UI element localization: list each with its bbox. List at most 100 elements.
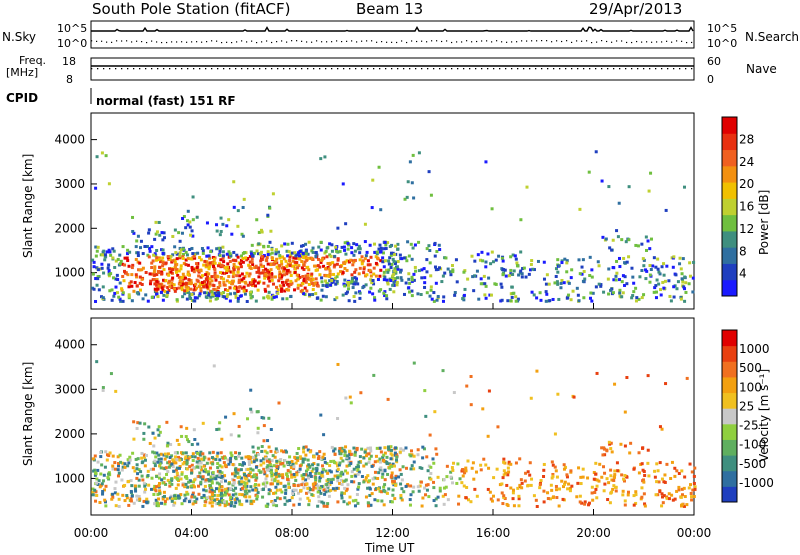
velocity-pixel	[106, 472, 110, 476]
power-pixel	[265, 274, 269, 278]
power-pixel	[391, 274, 395, 278]
velocity-pixel	[116, 492, 120, 496]
velocity-pixel	[293, 455, 297, 459]
velocity-pixel	[168, 481, 172, 485]
power-pixel	[509, 272, 513, 276]
nsearch-point	[356, 41, 358, 43]
velocity-pixel	[95, 481, 99, 485]
velocity-pixel	[689, 491, 693, 495]
velocity-pixel	[265, 474, 269, 478]
velocity-pixel	[185, 426, 189, 430]
nsearch-point	[126, 40, 128, 42]
velocity-pixel	[382, 485, 386, 489]
velocity-pixel	[660, 504, 664, 508]
velocity-pixel	[693, 466, 697, 470]
velocity-pixel	[263, 449, 267, 453]
power-pixel	[198, 255, 202, 259]
velocity-pixel	[304, 453, 308, 457]
power-pixel	[111, 256, 115, 260]
nsearch-point	[461, 41, 463, 43]
power-pixel	[355, 277, 359, 281]
velocity-pixel	[284, 491, 288, 495]
velocity-pixel	[331, 487, 335, 491]
velocity-pixel	[479, 468, 483, 472]
power-pixel	[313, 264, 317, 268]
velocity-pixel	[244, 455, 248, 459]
velocity-pixel	[682, 504, 686, 508]
velocity-pixel	[190, 495, 194, 499]
velocity-pixel	[347, 501, 351, 505]
velocity-pixel	[190, 443, 194, 447]
power-pixel	[625, 282, 629, 286]
nsearch-point	[131, 41, 133, 43]
velocity-pixel	[132, 420, 136, 424]
power-pixel	[317, 257, 321, 261]
power-pixel	[515, 261, 519, 265]
velocity-pixel	[602, 489, 606, 493]
power-pixel	[324, 249, 328, 253]
nsearch-point	[631, 41, 633, 44]
velocity-pixel	[210, 487, 214, 491]
velocity-pixel	[667, 497, 671, 501]
velocity-pixel	[605, 477, 609, 481]
power-pixel	[627, 185, 631, 189]
power-pixel	[207, 263, 211, 267]
power-pixel	[620, 280, 624, 284]
power-pixel	[203, 280, 207, 284]
velocity-pixel	[376, 459, 380, 463]
velocity-pixel	[441, 494, 445, 498]
power-pixel	[186, 257, 190, 261]
velocity-pixel	[269, 482, 273, 486]
velocity-pixel	[216, 466, 220, 470]
velocity-pixel	[158, 482, 162, 486]
velocity-pixel	[426, 469, 430, 473]
velocity-pixel	[210, 491, 214, 495]
power-pixel	[334, 282, 338, 286]
power-pixel	[154, 258, 158, 262]
nsearch-point	[276, 41, 278, 43]
power-pixel	[654, 284, 658, 288]
velocity-pixel	[322, 433, 326, 437]
velocity-pixel	[311, 488, 315, 492]
velocity-pixel	[598, 462, 602, 466]
velocity-pixel	[431, 457, 435, 461]
velocity-pixel	[321, 467, 325, 471]
velocity-pixel	[607, 440, 611, 444]
power-pixel	[410, 278, 414, 282]
power-pixel	[392, 290, 396, 294]
power-pixel	[205, 260, 209, 264]
power-pixel	[395, 283, 399, 287]
velocity-pixel	[276, 449, 280, 453]
velocity-pixel	[336, 416, 340, 420]
nsearch-point	[146, 41, 148, 44]
velocity-pixel	[364, 448, 368, 452]
power-pixel	[450, 264, 454, 268]
velocity-pixel	[528, 473, 532, 477]
power-pixel	[293, 260, 297, 264]
velocity-pixel	[412, 485, 416, 489]
power-pixel	[420, 268, 424, 272]
power-pixel	[170, 281, 174, 285]
velocity-pixel	[116, 474, 120, 478]
velocity-pixel	[315, 466, 319, 470]
power-pixel	[432, 299, 436, 303]
power-pixel	[192, 255, 196, 259]
power-pixel	[211, 294, 215, 298]
velocity-pixel	[169, 496, 173, 500]
power-pixel	[575, 286, 579, 290]
nsearch-point	[371, 40, 373, 42]
velocity-pixel	[442, 502, 446, 506]
velocity-pixel	[107, 454, 111, 458]
nsearch-point	[626, 41, 628, 44]
velocity-pixel	[375, 446, 379, 450]
velocity-pixel	[154, 498, 158, 502]
velocity-pixel	[551, 463, 555, 467]
velocity-pixel	[114, 504, 118, 508]
station-title: South Pole Station (fitACF)	[92, 0, 291, 18]
power-pixel	[150, 266, 154, 270]
velocity-pixel	[217, 482, 221, 486]
nsearch-point	[441, 40, 443, 43]
date-label: 29/Apr/2013	[589, 0, 683, 18]
power-pixel	[627, 238, 631, 242]
power-colorbar-tick: 16	[739, 200, 754, 214]
